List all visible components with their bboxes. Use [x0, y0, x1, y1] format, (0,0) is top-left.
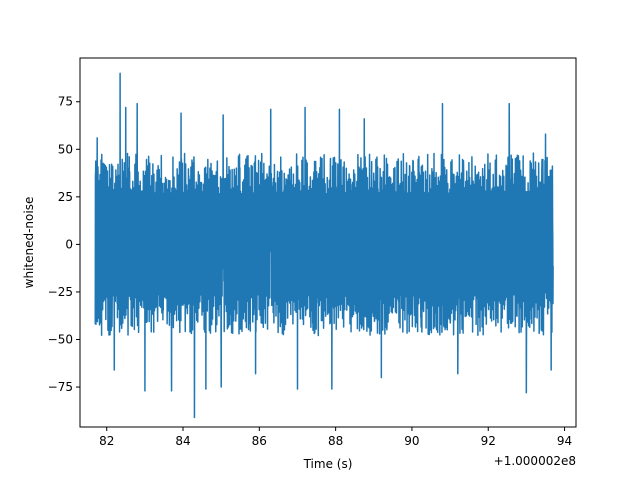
y-tick-label: 50: [58, 142, 73, 156]
x-tick-label: 88: [328, 434, 343, 448]
y-axis: −75 −50 −25 0 25 50 75: [48, 95, 80, 394]
x-axis: 82 84 86 88 90 92 94: [99, 427, 572, 448]
y-tick-label: 0: [65, 237, 73, 251]
x-axis-title: Time (s): [303, 457, 353, 471]
y-tick-label: −50: [48, 333, 73, 347]
x-tick-label: 94: [557, 434, 572, 448]
y-axis-title: whitened-noise: [22, 197, 36, 289]
series-layer: [94, 72, 554, 419]
y-tick-label: −25: [48, 285, 73, 299]
x-tick-label: 90: [404, 434, 419, 448]
x-tick-label: 82: [99, 434, 114, 448]
plot-frame: [79, 57, 577, 428]
y-tick-label: −75: [48, 380, 73, 394]
y-tick-label: 75: [58, 95, 73, 109]
x-axis-offset-label: +1.000002e8: [494, 454, 576, 468]
series-line: [94, 72, 554, 419]
x-tick-label: 86: [252, 434, 267, 448]
x-tick-label: 92: [481, 434, 496, 448]
x-tick-label: 84: [175, 434, 190, 448]
y-tick-label: 25: [58, 190, 73, 204]
